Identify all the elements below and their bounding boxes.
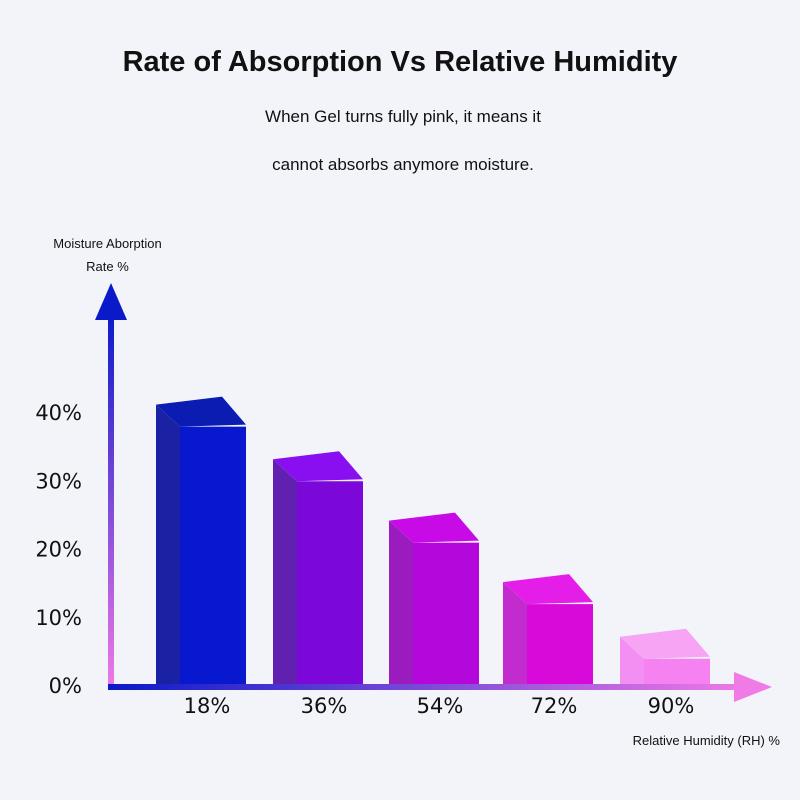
y-tick-label: 30% [35,469,82,493]
x-axis-arrowhead [734,672,772,702]
bar-side-face [389,520,413,686]
y-tick-label: 0% [49,674,82,698]
x-category-label: 36% [301,694,348,718]
chart-subtitle-line-1: When Gel turns fully pink, it means it [265,107,541,126]
chart-title: Rate of Absorption Vs Relative Humidity [122,46,678,78]
y-axis-label-line-2: Rate % [86,259,129,274]
bar-front-face [527,604,593,686]
bar-front-face [644,658,710,686]
axes-group [95,283,772,702]
bar-top-face [273,451,363,482]
chart-subtitle-line-2: cannot absorbs anymore moisture. [272,155,534,174]
bar-54pct [389,512,479,686]
bar-front-face [180,426,246,686]
bar-36pct [273,451,363,686]
bar-front-face [413,542,479,686]
bar-side-face [273,459,297,686]
y-axis-label: Moisture Aborption Rate % [40,232,175,278]
bar-top-face [389,512,479,543]
x-categories-group: 18% 36% 54% 72% 90% [184,694,695,718]
y-tick-label: 20% [35,538,82,562]
y-axis-arrowhead [95,283,127,320]
bar-side-face [156,404,180,686]
y-ticks-group: 0% 10% 20% 30% 40% [35,401,82,698]
bar-front-face [297,481,363,686]
x-category-label: 72% [531,694,578,718]
bar-top-face [503,574,593,605]
bars-group [156,396,710,686]
bar-side-face [503,582,527,686]
x-axis-label: Relative Humidity (RH) % [632,733,780,748]
bar-72pct [503,574,593,686]
x-category-label: 90% [648,694,695,718]
y-axis-label-line-1: Moisture Aborption [53,236,162,251]
bar-top-face [156,396,246,427]
bar-top-face [620,628,710,659]
x-category-label: 18% [184,694,231,718]
bar-18pct [156,396,246,686]
bar-90pct [620,628,710,686]
bar-side-face [620,636,644,686]
y-tick-label: 10% [35,606,82,630]
y-axis-line [108,312,114,690]
x-category-label: 54% [417,694,464,718]
x-axis-line [108,684,748,690]
y-tick-label: 40% [35,401,82,425]
